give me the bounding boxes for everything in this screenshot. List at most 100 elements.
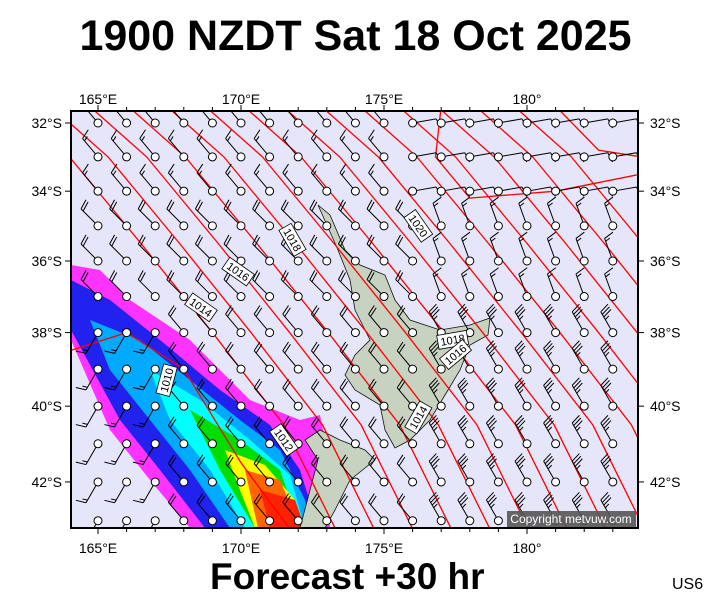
wind-barb [368,378,389,411]
station-circle [379,118,389,128]
wind-barb [282,454,303,487]
wind-barb [194,270,217,302]
station-circle [579,401,589,411]
station-circle [579,256,589,266]
station-circle [350,118,360,128]
station-circle [93,477,103,487]
wind-barb [132,439,160,466]
station-circle [408,439,418,449]
wind-barb [489,196,503,231]
station-circle [608,439,618,449]
station-circle [150,328,160,338]
wind-barb [282,129,303,162]
lat-label-right: 38°S [650,325,681,341]
station-circle [551,401,561,411]
station-circle [493,256,503,266]
station-circle [236,477,246,487]
station-circle [150,292,160,302]
wind-barb [337,199,360,231]
station-circle [150,401,160,411]
station-circle [236,292,246,302]
wind-barb [253,129,275,162]
wind-barb [432,231,446,266]
wind-barb [166,234,189,266]
station-circle [522,152,532,162]
station-circle [150,152,160,162]
model-code: US6 [672,576,704,593]
wind-barb [167,305,189,338]
wind-barb [579,186,613,197]
wind-barb [485,377,503,411]
station-circle [93,439,103,449]
station-circle [608,152,618,162]
station-circle [179,118,189,128]
station-circle [322,364,332,374]
wind-barb [600,340,618,374]
station-circle [379,401,389,411]
wind-barb [604,267,618,302]
wind-barb [518,267,532,302]
wind-barb [282,493,303,526]
lon-label-top: 165°E [79,91,117,107]
wind-barb [201,111,217,128]
station-circle [93,401,103,411]
wind-barb [428,340,446,374]
station-circle [207,364,217,374]
wind-barb [310,129,332,162]
wind-barb [225,493,246,526]
wind-barb [109,199,132,231]
station-circle [465,292,475,302]
station-circle [322,401,332,411]
wind-barb [485,340,503,374]
station-circle [350,477,360,487]
station-circle [379,292,389,302]
station-circle [551,364,561,374]
isobar-label: 1018 [436,329,470,350]
station-circle [207,477,217,487]
station-circle [493,401,503,411]
wind-barb [514,340,532,374]
wind-barb [395,234,418,266]
wind-barb [253,378,275,411]
station-circle [522,186,532,196]
wind-barb [253,305,275,338]
station-circle [436,477,446,487]
station-circle [322,221,332,231]
station-circle [265,477,275,487]
wind-barb [457,453,475,487]
station-circle [408,292,418,302]
wind-barb [396,454,418,487]
station-circle [465,364,475,374]
wind-barb [80,234,103,266]
wind-barb [252,234,275,266]
station-circle [579,439,589,449]
wind-barb [80,199,103,231]
station-circle [236,439,246,449]
station-circle [579,364,589,374]
wind-barb [196,416,217,449]
copyright-box [507,511,636,527]
station-circle [179,477,189,487]
wind-barb [225,341,246,374]
wind-barb [110,163,132,196]
station-circle [493,292,503,302]
wind-barb [173,111,189,128]
wind-barb [428,491,446,526]
station-circle [265,516,275,526]
lon-label-top: 170°E [222,91,260,107]
station-circle [350,401,360,411]
wind-barb [339,454,360,487]
station-circle [293,118,303,128]
station-circle [436,186,446,196]
wind-barb [196,378,217,411]
station-circle [150,439,160,449]
station-circle [350,292,360,302]
station-circle [551,477,561,487]
station-circle [122,439,132,449]
south-island [299,429,376,528]
wind-barb [167,129,189,162]
wind-barb [225,163,246,196]
wind-barb [543,303,561,338]
station-circle [265,152,275,162]
station-circle [322,118,332,128]
